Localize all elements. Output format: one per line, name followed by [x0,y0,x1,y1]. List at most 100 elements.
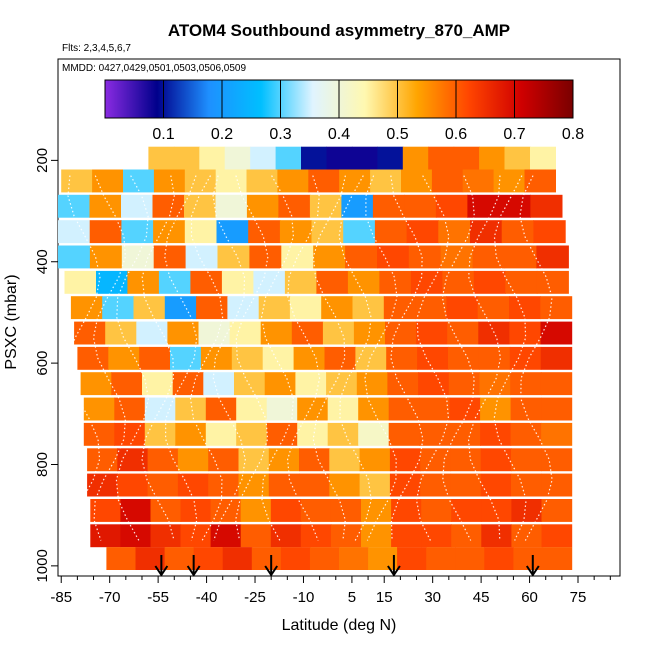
heat-cell [193,547,224,570]
heat-cell [89,220,122,244]
heat-cell [401,169,433,193]
heat-cell [177,473,209,497]
heat-cell [80,372,112,396]
heat-cell [279,220,313,244]
heat-cell [541,397,573,421]
heat-cell [147,448,179,472]
heat-cell [530,146,556,170]
heat-cell [250,146,277,170]
heat-cell [87,473,118,497]
heat-cell [339,169,371,193]
heat-cell [448,372,481,396]
y-axis-label: PSXC (mbar) [3,274,20,369]
heat-cell [58,220,91,244]
heat-cell [309,194,342,218]
colorbar-tick-label: 0.7 [503,126,525,143]
flight-trace [115,175,150,541]
heat-cell [240,499,272,522]
heat-cell [309,547,340,570]
colorbar-tick-label: 0.1 [152,126,174,143]
heat-cell [203,372,235,396]
heat-cell [300,499,332,522]
heat-cell [87,448,118,472]
heat-cell [83,397,115,421]
heat-cell [198,321,231,345]
heat-cell [284,270,317,294]
colorbar-tick-label: 0.5 [386,126,408,143]
heat-cell [542,547,573,570]
heat-cell [173,146,200,170]
heat-cell [388,422,420,446]
heat-cell [361,524,392,548]
heat-cell [249,245,282,269]
heat-cell [234,372,266,396]
heat-cell [477,296,510,320]
heat-cell [322,321,355,345]
flight-traces [67,175,553,541]
profile-arrow-head [525,565,540,577]
heat-cell [355,346,387,370]
heat-cell [462,169,495,193]
heat-cell [90,524,121,548]
heat-cell [402,146,429,170]
chart-title: ATOM4 Southbound asymmetry_870_AMP [168,21,510,40]
heat-cell [92,169,124,193]
heat-cell [326,372,358,396]
heat-cell [281,245,314,269]
heat-cell [347,270,380,294]
heat-cell [511,524,543,548]
heat-cell [345,245,378,269]
heat-cell [148,146,175,170]
x-tick-label: 30 [424,589,441,606]
heat-cell [89,245,123,269]
heat-cell [278,194,311,218]
heat-cell [329,473,361,497]
heat-cell [236,397,268,421]
heat-cell [150,499,182,522]
heat-cell [450,473,482,497]
flight-trace [260,175,295,541]
x-tick-label: -40 [196,589,218,606]
flight-trace [92,175,127,541]
flight-trace [519,175,553,541]
x-tick-label: -55 [147,589,169,606]
heat-cell [540,372,573,396]
heat-cell [205,397,237,421]
heat-cell [90,499,121,522]
heat-cell [111,372,143,396]
flight-trace [141,175,175,541]
heat-cell [341,194,374,218]
heat-cell [421,524,452,548]
plot-frame [57,58,621,577]
x-axis: -85 -70 -55 -40 -25 -10 5 15 30 45 60 75 [50,576,611,606]
heat-cell [448,346,480,370]
heat-cell [533,220,566,244]
heat-cell [326,146,353,170]
heat-cell [493,169,526,193]
heat-cell [248,220,281,244]
heat-cell [205,422,237,446]
heat-cell [540,296,573,320]
heat-cell [438,220,471,244]
heat-cell [501,220,534,244]
heat-cell [246,169,278,193]
heat-cell [208,473,240,497]
heat-cell [152,194,185,218]
heat-cell [167,321,200,345]
heat-cell [184,194,217,218]
heat-cell [416,321,448,345]
heat-cell [268,473,300,497]
heat-cell [480,448,512,472]
heat-cell [153,245,187,269]
heat-cell [164,296,197,320]
heat-cell [513,547,544,570]
profile-arrow-head [186,565,201,577]
heat-cell [280,547,311,570]
heat-cell [96,270,129,294]
profile-arrow-head [264,565,279,577]
heat-cell [509,346,542,370]
heat-cell [253,270,286,294]
flight-trace [67,175,101,541]
heat-cell [351,146,378,170]
heat-cell [388,397,420,421]
